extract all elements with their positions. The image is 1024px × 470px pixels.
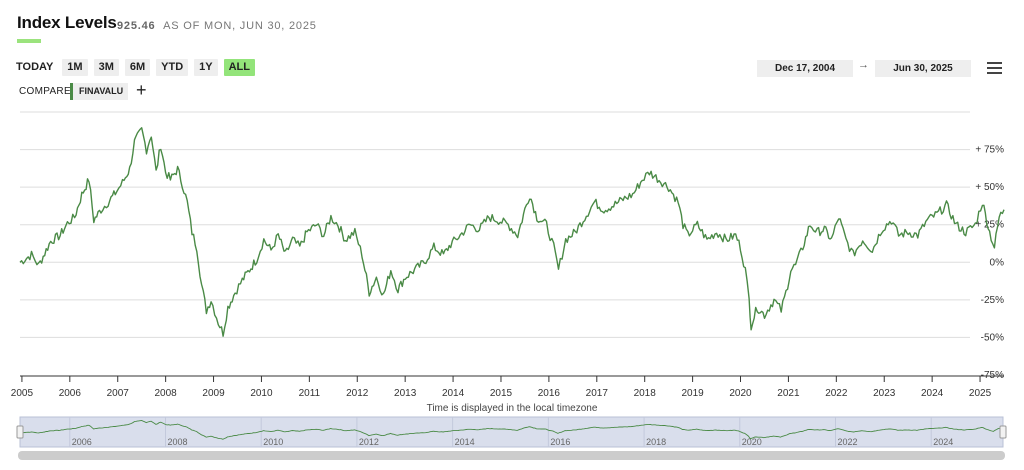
compare-series-chip[interactable]: FINAVALU (70, 83, 129, 100)
end-date-input[interactable]: Jun 30, 2025 (875, 60, 971, 77)
range-button-3m[interactable]: 3M (93, 59, 119, 76)
range-button-1y[interactable]: 1Y (194, 59, 218, 76)
navigator-tick-label: 2024 (933, 437, 953, 447)
y-tick-label: + 50% (975, 182, 1004, 193)
navigator-tick-label: 2008 (167, 437, 187, 447)
y-tick-label: 0% (990, 257, 1005, 268)
range-button-today[interactable]: TODAY (16, 61, 54, 73)
x-tick-label: 2005 (11, 388, 34, 399)
x-tick-label: 2019 (681, 388, 704, 399)
x-tick-label: 2018 (634, 388, 657, 399)
navigator-scrollbar[interactable] (18, 451, 1005, 460)
x-tick-label: 2022 (825, 388, 848, 399)
navigator-tick-label: 2020 (742, 437, 762, 447)
range-button-all[interactable]: ALL (223, 59, 255, 76)
y-tick-label: + 75% (975, 145, 1004, 156)
compare-label: COMPARE (19, 86, 71, 97)
navigator-tick-label: 2014 (455, 437, 475, 447)
x-tick-label: 2024 (921, 388, 944, 399)
x-tick-label: 2006 (59, 388, 82, 399)
x-tick-label: 2016 (538, 388, 561, 399)
x-tick-label: 2023 (873, 388, 896, 399)
navigator-tick-label: 2012 (359, 437, 379, 447)
x-tick-label: 2017 (586, 388, 609, 399)
range-selector: TODAY 1M 3M 6M YTD 1Y ALL (14, 59, 255, 76)
timezone-note: Time is displayed in the local timezone (427, 403, 598, 414)
chart-title: Index Levels (17, 13, 117, 32)
x-tick-label: 2012 (346, 388, 369, 399)
arrow-right-icon: → (858, 59, 869, 71)
start-date-input[interactable]: Dec 17, 2004 (757, 60, 853, 77)
level-date: AS OF MON, JUN 30, 2025 (163, 20, 317, 32)
x-tick-label: 2007 (107, 388, 130, 399)
x-tick-label: 2014 (442, 388, 465, 399)
title-underline (17, 39, 41, 43)
navigator-handle[interactable] (999, 425, 1007, 439)
x-tick-label: 2020 (729, 388, 752, 399)
navigator-tick-label: 2018 (646, 437, 666, 447)
x-tick-label: 2008 (155, 388, 178, 399)
hamburger-menu-icon[interactable] (987, 62, 1002, 74)
range-button-ytd[interactable]: YTD (156, 59, 189, 76)
navigator-tick-label: 2022 (837, 437, 857, 447)
y-tick-label: -50% (981, 332, 1004, 343)
navigator-series-line (19, 420, 1004, 440)
range-button-1m[interactable]: 1M (62, 59, 88, 76)
navigator-tick-label: 2010 (263, 437, 283, 447)
x-tick-label: 2011 (299, 388, 321, 399)
index-level: 925.46 AS OF MON, JUN 30, 2025 (117, 20, 317, 32)
x-tick-label: 2009 (202, 388, 225, 399)
x-tick-label: 2015 (490, 388, 513, 399)
x-tick-label: 2010 (250, 388, 273, 399)
add-compare-icon[interactable]: + (136, 80, 147, 100)
y-tick-label: + 25% (975, 220, 1004, 231)
x-tick-label: 2025 (969, 388, 992, 399)
range-button-6m[interactable]: 6M (124, 59, 151, 76)
y-tick-label: -25% (981, 295, 1004, 306)
series-line-finavalu (19, 127, 1005, 337)
navigator-tick-label: 2006 (72, 437, 92, 447)
navigator-handle[interactable] (16, 425, 24, 439)
x-tick-label: 2013 (394, 388, 417, 399)
x-tick-label: 2021 (777, 388, 800, 399)
navigator-tick-label: 2016 (550, 437, 570, 447)
level-value: 925.46 (117, 20, 156, 32)
